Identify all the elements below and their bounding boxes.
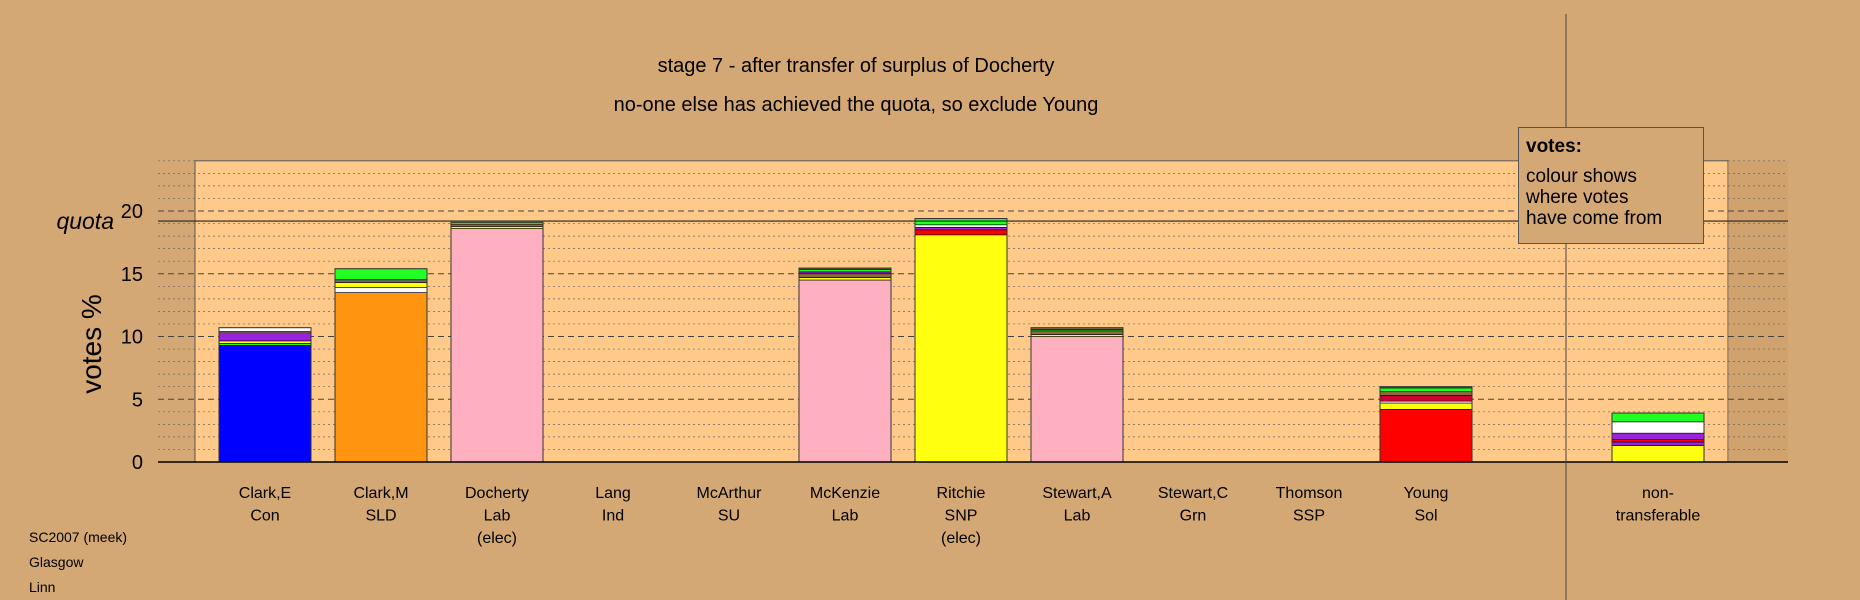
bar-segment-su bbox=[914, 227, 1008, 231]
bar-segment-ind bbox=[798, 273, 892, 278]
candidate-label: Thomson bbox=[1276, 485, 1343, 502]
bar-segment-ind bbox=[450, 223, 544, 227]
y-tick-label: 20 bbox=[121, 201, 143, 223]
bar-segment-lab bbox=[1030, 336, 1124, 463]
source-note-ward: Linn bbox=[29, 579, 56, 595]
y-tick-label: 15 bbox=[121, 264, 143, 286]
nontransferable-bar-segment-su bbox=[1611, 441, 1705, 446]
bar-segment-sol bbox=[914, 229, 1008, 236]
candidate-label: SLD bbox=[365, 508, 396, 525]
legend-line: colour shows bbox=[1526, 166, 1637, 187]
bar-segment-ssp bbox=[1379, 395, 1473, 402]
chart-title: stage 7 - after transfer of surplus of D… bbox=[658, 55, 1055, 77]
candidate-label: McKenzie bbox=[810, 485, 880, 502]
candidate-label: Stewart,C bbox=[1158, 485, 1228, 502]
y-tick-label: 10 bbox=[121, 327, 143, 349]
bar-segment-snp bbox=[1379, 402, 1473, 410]
candidate-label: SU bbox=[718, 508, 740, 525]
candidate-label: SNP bbox=[945, 508, 978, 525]
candidate-label: Ritchie bbox=[937, 485, 986, 502]
candidate-label: Con bbox=[250, 508, 279, 525]
candidate-label: Young bbox=[1404, 485, 1449, 502]
y-tick-label: 0 bbox=[132, 452, 143, 474]
source-note-council: Glasgow bbox=[29, 554, 84, 570]
bar-segment-ind bbox=[1379, 391, 1473, 396]
bar-segment-grn bbox=[334, 268, 428, 280]
y-axis-label: votes % bbox=[76, 294, 107, 394]
candidate-label: Ind bbox=[602, 508, 624, 525]
legend-line: where votes bbox=[1526, 187, 1629, 208]
bar-segment-white bbox=[334, 287, 428, 293]
candidate-label: Docherty bbox=[465, 485, 529, 502]
candidate-label: McArthur bbox=[697, 485, 763, 502]
candidate-label: Clark,E bbox=[239, 485, 291, 502]
candidate-label: Stewart,A bbox=[1042, 485, 1112, 502]
nontransferable-bar-segment-su bbox=[1611, 432, 1705, 440]
y-tick-label: 5 bbox=[132, 389, 143, 411]
bar-segment-grn bbox=[798, 269, 892, 273]
bar-segment-ind bbox=[1030, 330, 1124, 335]
candidate-label: Clark,M bbox=[353, 485, 408, 502]
nontransferable-bar-segment-grn bbox=[1611, 412, 1705, 423]
legend-line: have come from bbox=[1526, 208, 1663, 229]
bar-segment-sld bbox=[334, 292, 428, 463]
nontransferable-bar-segment-snp bbox=[1611, 445, 1705, 463]
bar-segment-su bbox=[218, 332, 312, 342]
quota-label: quota bbox=[56, 208, 114, 234]
candidate-label: Lang bbox=[595, 485, 631, 502]
bar-segment-white bbox=[914, 224, 1008, 228]
bar-segment-snp bbox=[914, 234, 1008, 463]
bar-segment-grn bbox=[914, 218, 1008, 226]
nontransferable-bar-segment-white bbox=[1611, 421, 1705, 434]
bar-segment-snp bbox=[334, 282, 428, 288]
chart-subtitle: no-one else has achieved the quota, so e… bbox=[614, 94, 1099, 116]
nontransferable-label: non- bbox=[1642, 485, 1674, 502]
candidate-label: Lab bbox=[484, 508, 511, 525]
candidate-label: Lab bbox=[832, 508, 859, 525]
bar-segment-white bbox=[218, 327, 312, 332]
nontransferable-label: transferable bbox=[1616, 508, 1701, 525]
bar-segment-lab bbox=[798, 279, 892, 463]
legend: votes: colour shows where votes have com… bbox=[1518, 127, 1704, 244]
candidate-label: (elec) bbox=[477, 530, 517, 547]
bar-segment-snp bbox=[218, 340, 312, 344]
bar-segment-lab bbox=[450, 228, 544, 463]
candidate-label: (elec) bbox=[941, 530, 981, 547]
bar-segment-sol bbox=[1379, 408, 1473, 463]
legend-title: votes: bbox=[1526, 136, 1582, 157]
bar-segment-grn bbox=[1379, 387, 1473, 393]
candidate-label: SSP bbox=[1293, 508, 1325, 525]
candidate-label: Sol bbox=[1414, 508, 1437, 525]
source-note-election: SC2007 (meek) bbox=[29, 529, 128, 545]
bar-segment-snp bbox=[798, 277, 892, 281]
candidate-label: Lab bbox=[1064, 508, 1091, 525]
nontransferable-bar-segment-sol bbox=[1611, 439, 1705, 443]
bar-segment-con bbox=[218, 344, 312, 463]
candidate-label: Grn bbox=[1180, 508, 1207, 525]
